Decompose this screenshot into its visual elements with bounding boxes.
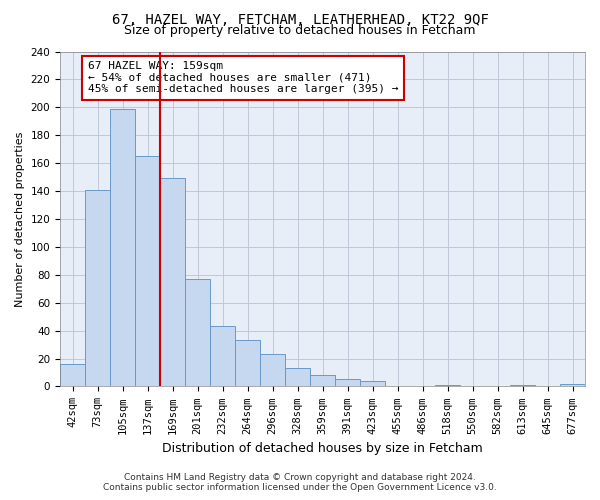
Bar (135, 156, 160, 386)
Text: 67 HAZEL WAY: 159sqm
← 54% of detached houses are smaller (471)
45% of semi-deta: 67 HAZEL WAY: 159sqm ← 54% of detached h… (88, 62, 398, 94)
Bar (310, 376, 335, 386)
Bar (60, 364, 85, 386)
Bar (160, 178, 185, 386)
Bar (260, 354, 285, 386)
Bar (360, 381, 385, 386)
Text: Size of property relative to detached houses in Fetcham: Size of property relative to detached ho… (124, 24, 476, 37)
X-axis label: Distribution of detached houses by size in Fetcham: Distribution of detached houses by size … (162, 442, 483, 455)
Bar (185, 279, 210, 386)
Bar (335, 380, 360, 386)
Text: Contains HM Land Registry data © Crown copyright and database right 2024.
Contai: Contains HM Land Registry data © Crown c… (103, 473, 497, 492)
Bar (285, 368, 310, 386)
Bar (560, 384, 585, 386)
Bar (235, 340, 260, 386)
Bar (210, 326, 235, 386)
Bar (435, 385, 460, 386)
Y-axis label: Number of detached properties: Number of detached properties (15, 132, 25, 306)
Bar (510, 385, 535, 386)
Bar (110, 108, 135, 386)
Text: 67, HAZEL WAY, FETCHAM, LEATHERHEAD, KT22 9QF: 67, HAZEL WAY, FETCHAM, LEATHERHEAD, KT2… (112, 12, 488, 26)
Bar (85, 190, 110, 386)
